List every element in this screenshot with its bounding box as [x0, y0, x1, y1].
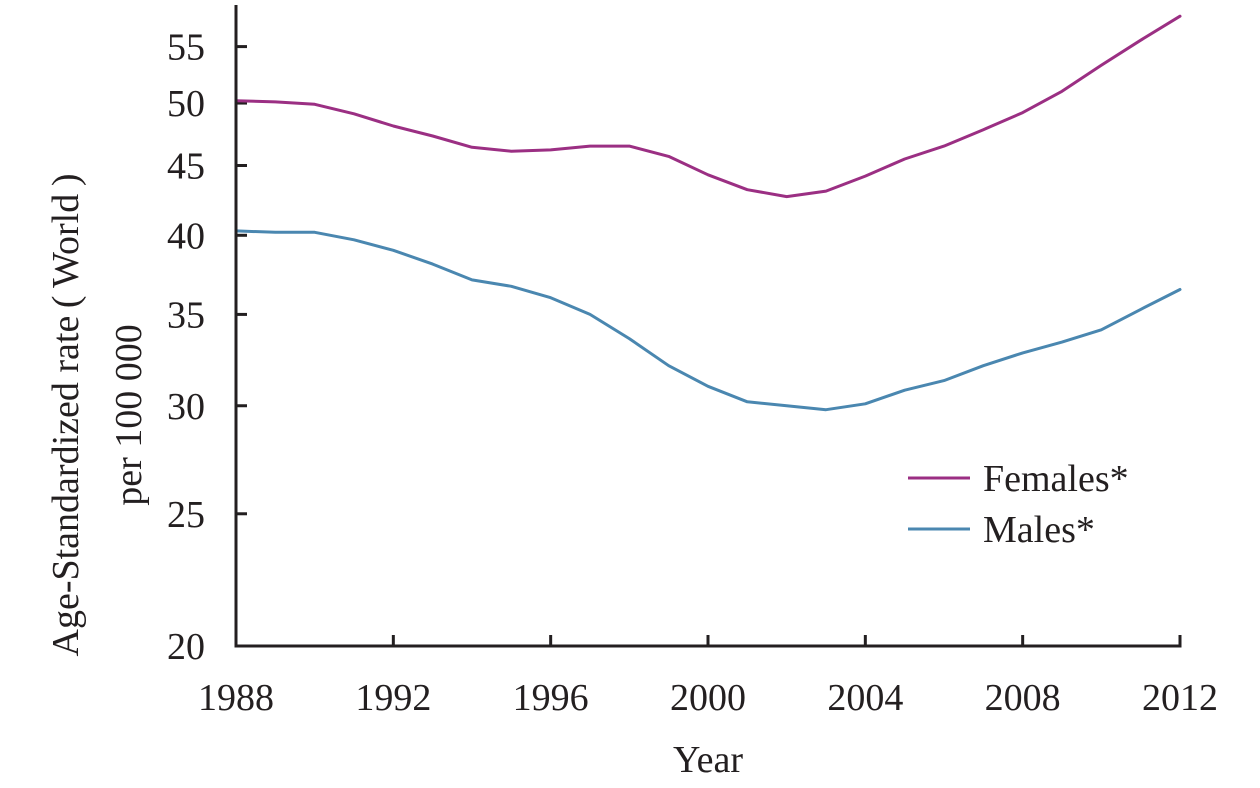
y-tick-label: 20 — [167, 626, 205, 668]
x-tick-label: 2012 — [1142, 677, 1218, 719]
series-line-females — [234, 14, 1182, 199]
x-tick-label: 2008 — [985, 677, 1061, 719]
y-tick-label: 50 — [167, 83, 205, 125]
x-tick-label: 1988 — [198, 677, 274, 719]
x-tick-label: 2004 — [827, 677, 903, 719]
y-axis-title-line-1: Age-Standardized rate ( World ) — [45, 174, 87, 657]
y-tick-label: 30 — [167, 386, 205, 428]
y-tick-label: 35 — [167, 294, 205, 336]
series-lines — [234, 14, 1182, 412]
legend-label-females: Females* — [983, 458, 1129, 500]
y-tick-label: 40 — [167, 215, 205, 257]
y-tick-label: 55 — [167, 27, 205, 69]
y-axis-title-line-2: per 100 000 — [108, 324, 150, 506]
x-tick-label: 1996 — [513, 677, 589, 719]
legend: Females* Males* — [908, 458, 1129, 551]
y-axis-title: Age-Standardized rate ( World ) per 100 0… — [45, 174, 150, 657]
x-axis-ticks: 1988 1992 1996 2000 2004 2008 2012 — [198, 635, 1218, 719]
y-tick-label: 45 — [167, 146, 205, 188]
y-tick-label: 25 — [167, 494, 205, 536]
series-line-males — [234, 229, 1182, 412]
y-axis-ticks: 20 25 30 35 40 45 50 55 — [167, 27, 247, 668]
x-tick-label: 1992 — [355, 677, 431, 719]
legend-label-males: Males* — [983, 509, 1095, 551]
x-tick-label: 2000 — [670, 677, 746, 719]
x-axis-title: Year — [673, 739, 743, 781]
